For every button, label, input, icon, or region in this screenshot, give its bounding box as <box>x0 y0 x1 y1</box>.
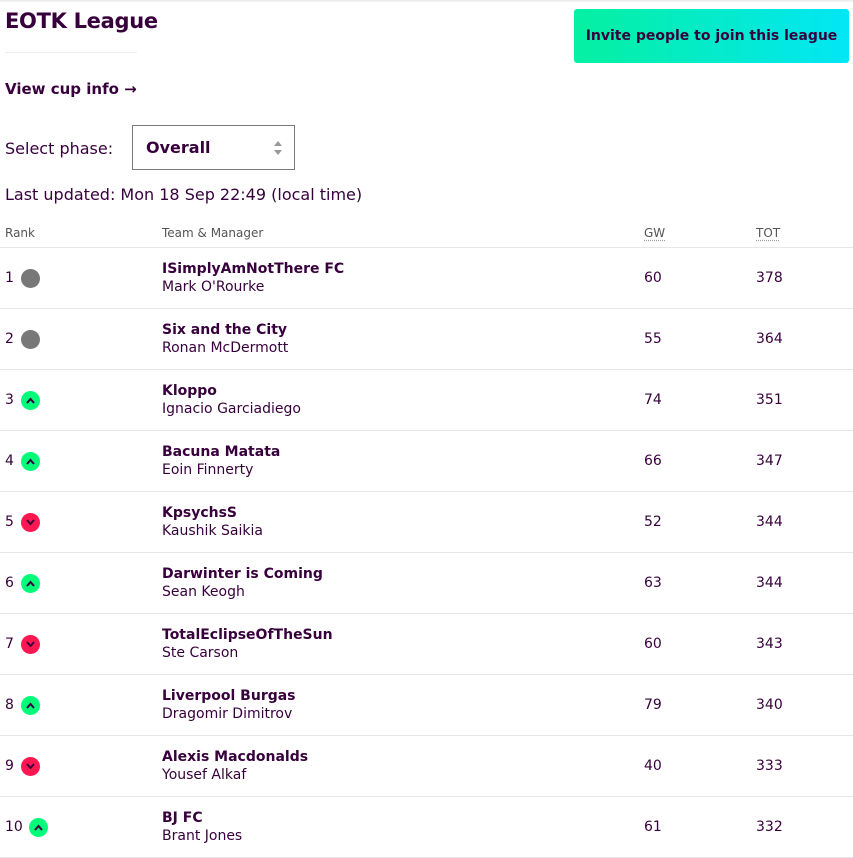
team-name-link[interactable]: BJ FC <box>162 810 203 826</box>
total-points: 351 <box>756 392 783 408</box>
gw-points: 60 <box>644 636 662 652</box>
manager-name: Sean Keogh <box>162 584 245 600</box>
table-row: 7 TotalEclipseOfTheSun Ste Carson 60 343 <box>0 614 853 675</box>
rank-value: 4 <box>5 453 14 469</box>
chevron-down-icon <box>21 757 40 776</box>
rank-value: 5 <box>5 514 14 530</box>
gw-points: 60 <box>644 270 662 286</box>
table-row: 10 BJ FC Brant Jones 61 332 <box>0 797 853 858</box>
chevron-up-icon <box>21 574 40 593</box>
manager-name: Brant Jones <box>162 828 243 844</box>
header-gw[interactable]: GW <box>644 226 666 240</box>
total-points: 340 <box>756 697 783 713</box>
no-change-icon <box>21 330 40 349</box>
page-title: EOTK League <box>5 9 158 33</box>
header-rank: Rank <box>5 226 35 240</box>
total-points: 378 <box>756 270 783 286</box>
table-row: 5 KpsychsS Kaushik Saikia 52 344 <box>0 492 853 553</box>
team-name-link[interactable]: Kloppo <box>162 383 217 399</box>
chevron-down-icon <box>21 635 40 654</box>
rank-value: 3 <box>5 392 14 408</box>
rank-value: 6 <box>5 575 14 591</box>
manager-name: Ste Carson <box>162 645 239 661</box>
team-name-link[interactable]: Liverpool Burgas <box>162 688 296 704</box>
rank-value: 1 <box>5 270 14 286</box>
table-row: 2 Six and the City Ronan McDermott 55 364 <box>0 309 853 370</box>
view-cup-info-link[interactable]: View cup info → <box>5 80 137 98</box>
total-points: 343 <box>756 636 783 652</box>
header-tot[interactable]: TOT <box>756 226 781 240</box>
team-name-link[interactable]: TotalEclipseOfTheSun <box>162 627 333 643</box>
rank-value: 7 <box>5 636 14 652</box>
total-points: 332 <box>756 819 783 835</box>
table-row: 8 Liverpool Burgas Dragomir Dimitrov 79 340 <box>0 675 853 736</box>
no-change-icon <box>21 269 40 288</box>
header-team-manager: Team & Manager <box>162 226 264 240</box>
title-divider <box>5 52 137 53</box>
table-row: 4 Bacuna Matata Eoin Finnerty 66 347 <box>0 431 853 492</box>
manager-name: Yousef Alkaf <box>162 767 247 783</box>
gw-points: 79 <box>644 697 662 713</box>
header-divider <box>0 247 853 248</box>
manager-name: Ignacio Garciadiego <box>162 401 301 417</box>
manager-name: Dragomir Dimitrov <box>162 706 293 722</box>
team-name-link[interactable]: Bacuna Matata <box>162 444 281 460</box>
total-points: 344 <box>756 575 783 591</box>
manager-name: Mark O'Rourke <box>162 279 265 295</box>
rank-value: 2 <box>5 331 14 347</box>
total-points: 347 <box>756 453 783 469</box>
table-row: 6 Darwinter is Coming Sean Keogh 63 344 <box>0 553 853 614</box>
invite-button[interactable]: Invite people to join this league <box>574 9 849 63</box>
table-row: 9 Alexis Macdonalds Yousef Alkaf 40 333 <box>0 736 853 797</box>
chevron-up-icon <box>29 818 48 837</box>
rank-value: 8 <box>5 697 14 713</box>
team-name-link[interactable]: Six and the City <box>162 322 288 338</box>
rank-value: 10 <box>5 819 23 835</box>
total-points: 333 <box>756 758 783 774</box>
phase-select-value: Overall <box>146 138 211 157</box>
manager-name: Eoin Finnerty <box>162 462 254 478</box>
rank-value: 9 <box>5 758 14 774</box>
gw-points: 40 <box>644 758 662 774</box>
manager-name: Kaushik Saikia <box>162 523 263 539</box>
top-shadow <box>0 0 853 3</box>
manager-name: Ronan McDermott <box>162 340 289 356</box>
phase-label: Select phase: <box>5 139 114 158</box>
team-name-link[interactable]: Alexis Macdonalds <box>162 749 309 765</box>
team-name-link[interactable]: ISimplyAmNotThere FC <box>162 261 345 277</box>
chevron-up-icon <box>21 696 40 715</box>
gw-points: 52 <box>644 514 662 530</box>
chevron-down-icon <box>21 513 40 532</box>
chevron-up-icon <box>21 452 40 471</box>
last-updated: Last updated: Mon 18 Sep 22:49 (local ti… <box>5 185 363 204</box>
phase-select[interactable]: Overall <box>132 125 295 170</box>
table-row: 3 Kloppo Ignacio Garciadiego 74 351 <box>0 370 853 431</box>
team-name-link[interactable]: KpsychsS <box>162 505 238 521</box>
team-name-link[interactable]: Darwinter is Coming <box>162 566 323 582</box>
chevron-up-icon <box>21 391 40 410</box>
total-points: 364 <box>756 331 783 347</box>
gw-points: 63 <box>644 575 662 591</box>
gw-points: 55 <box>644 331 662 347</box>
gw-points: 66 <box>644 453 662 469</box>
gw-points: 61 <box>644 819 662 835</box>
select-arrows-icon <box>274 141 282 155</box>
gw-points: 74 <box>644 392 662 408</box>
total-points: 344 <box>756 514 783 530</box>
table-row: 1 ISimplyAmNotThere FC Mark O'Rourke 60 378 <box>0 248 853 309</box>
